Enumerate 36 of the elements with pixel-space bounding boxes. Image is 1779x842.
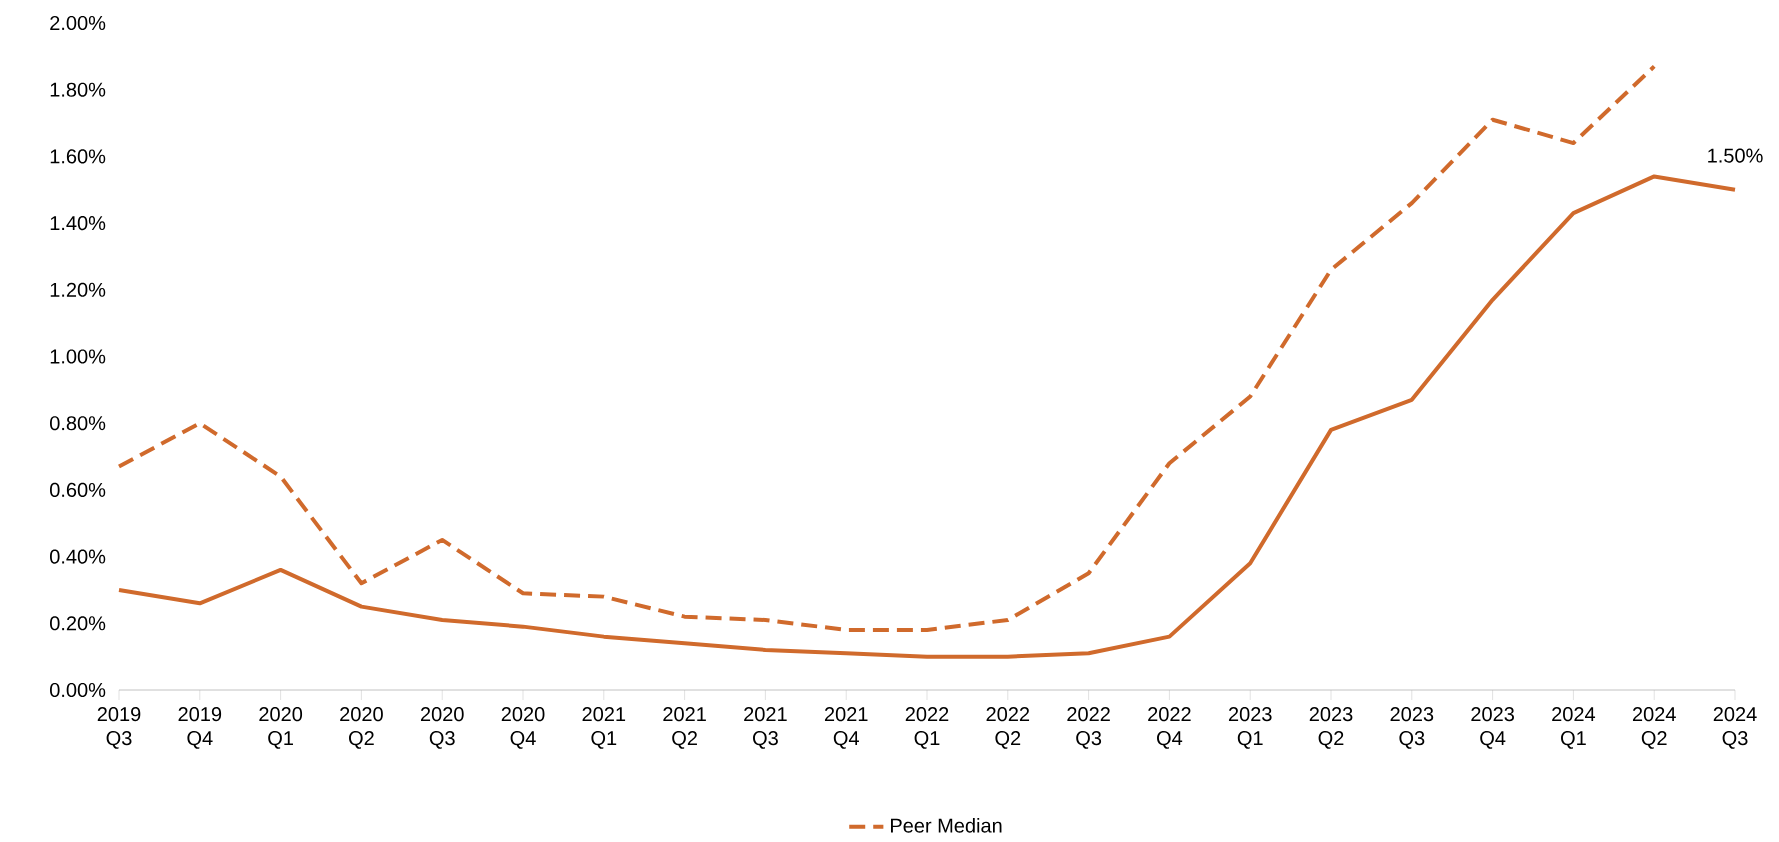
annotation: 1.50% xyxy=(1708,148,1763,163)
line-series xyxy=(117,64,1657,632)
x-tick-label: 2022 Q1 xyxy=(905,707,949,749)
x-tick-label: 2020 Q2 xyxy=(340,707,383,749)
x-tick-label: 2024 Q2 xyxy=(1632,707,1676,749)
x-tick-label: 2021 Q2 xyxy=(663,707,706,749)
x-tick-label: 2021 Q4 xyxy=(824,707,868,749)
x-tick-label: 2019 Q4 xyxy=(178,707,222,749)
y-tick-label: 0.60% xyxy=(50,482,106,497)
x-tick-label: 2023 Q4 xyxy=(1471,707,1514,749)
y-tick-label: 1.00% xyxy=(50,349,106,364)
x-tick-label: 2024 Q3 xyxy=(1713,707,1757,749)
x-tick-label: 2023 Q3 xyxy=(1390,707,1434,749)
line-series xyxy=(117,174,1738,659)
x-tick-label: 2023 Q1 xyxy=(1228,707,1272,749)
x-tick-label: 2023 Q2 xyxy=(1309,707,1353,749)
x-tick-label: 2020 Q1 xyxy=(259,707,303,749)
y-tick-label: 1.20% xyxy=(50,282,106,297)
x-tick-label: 2020 Q4 xyxy=(501,707,545,749)
y-tick-label: 2.00% xyxy=(50,15,106,31)
y-tick-label: 1.80% xyxy=(50,82,106,97)
y-tick-label: 0.40% xyxy=(50,549,106,564)
x-tick-label: 2022 Q3 xyxy=(1067,707,1110,749)
y-tick-label: 1.60% xyxy=(50,149,106,164)
x-tick-label: 2021 Q1 xyxy=(582,707,626,749)
y-tick-label: 0.00% xyxy=(50,682,106,698)
x-tick-label: 2020 Q3 xyxy=(420,707,464,749)
x-tick-label: 2024 Q1 xyxy=(1552,707,1596,749)
x-tick-label: 2022 Q4 xyxy=(1148,707,1191,749)
x-tick-label: 2019 Q3 xyxy=(97,707,141,749)
y-tick-label: 0.20% xyxy=(50,616,106,631)
y-tick-label: 0.80% xyxy=(50,416,106,431)
y-tick-label: 1.40% xyxy=(50,216,106,231)
x-tick-label: 2022 Q2 xyxy=(986,707,1030,749)
x-tick-label: 2021 Q3 xyxy=(744,707,787,749)
legend-label: Peer Median xyxy=(891,817,1002,833)
